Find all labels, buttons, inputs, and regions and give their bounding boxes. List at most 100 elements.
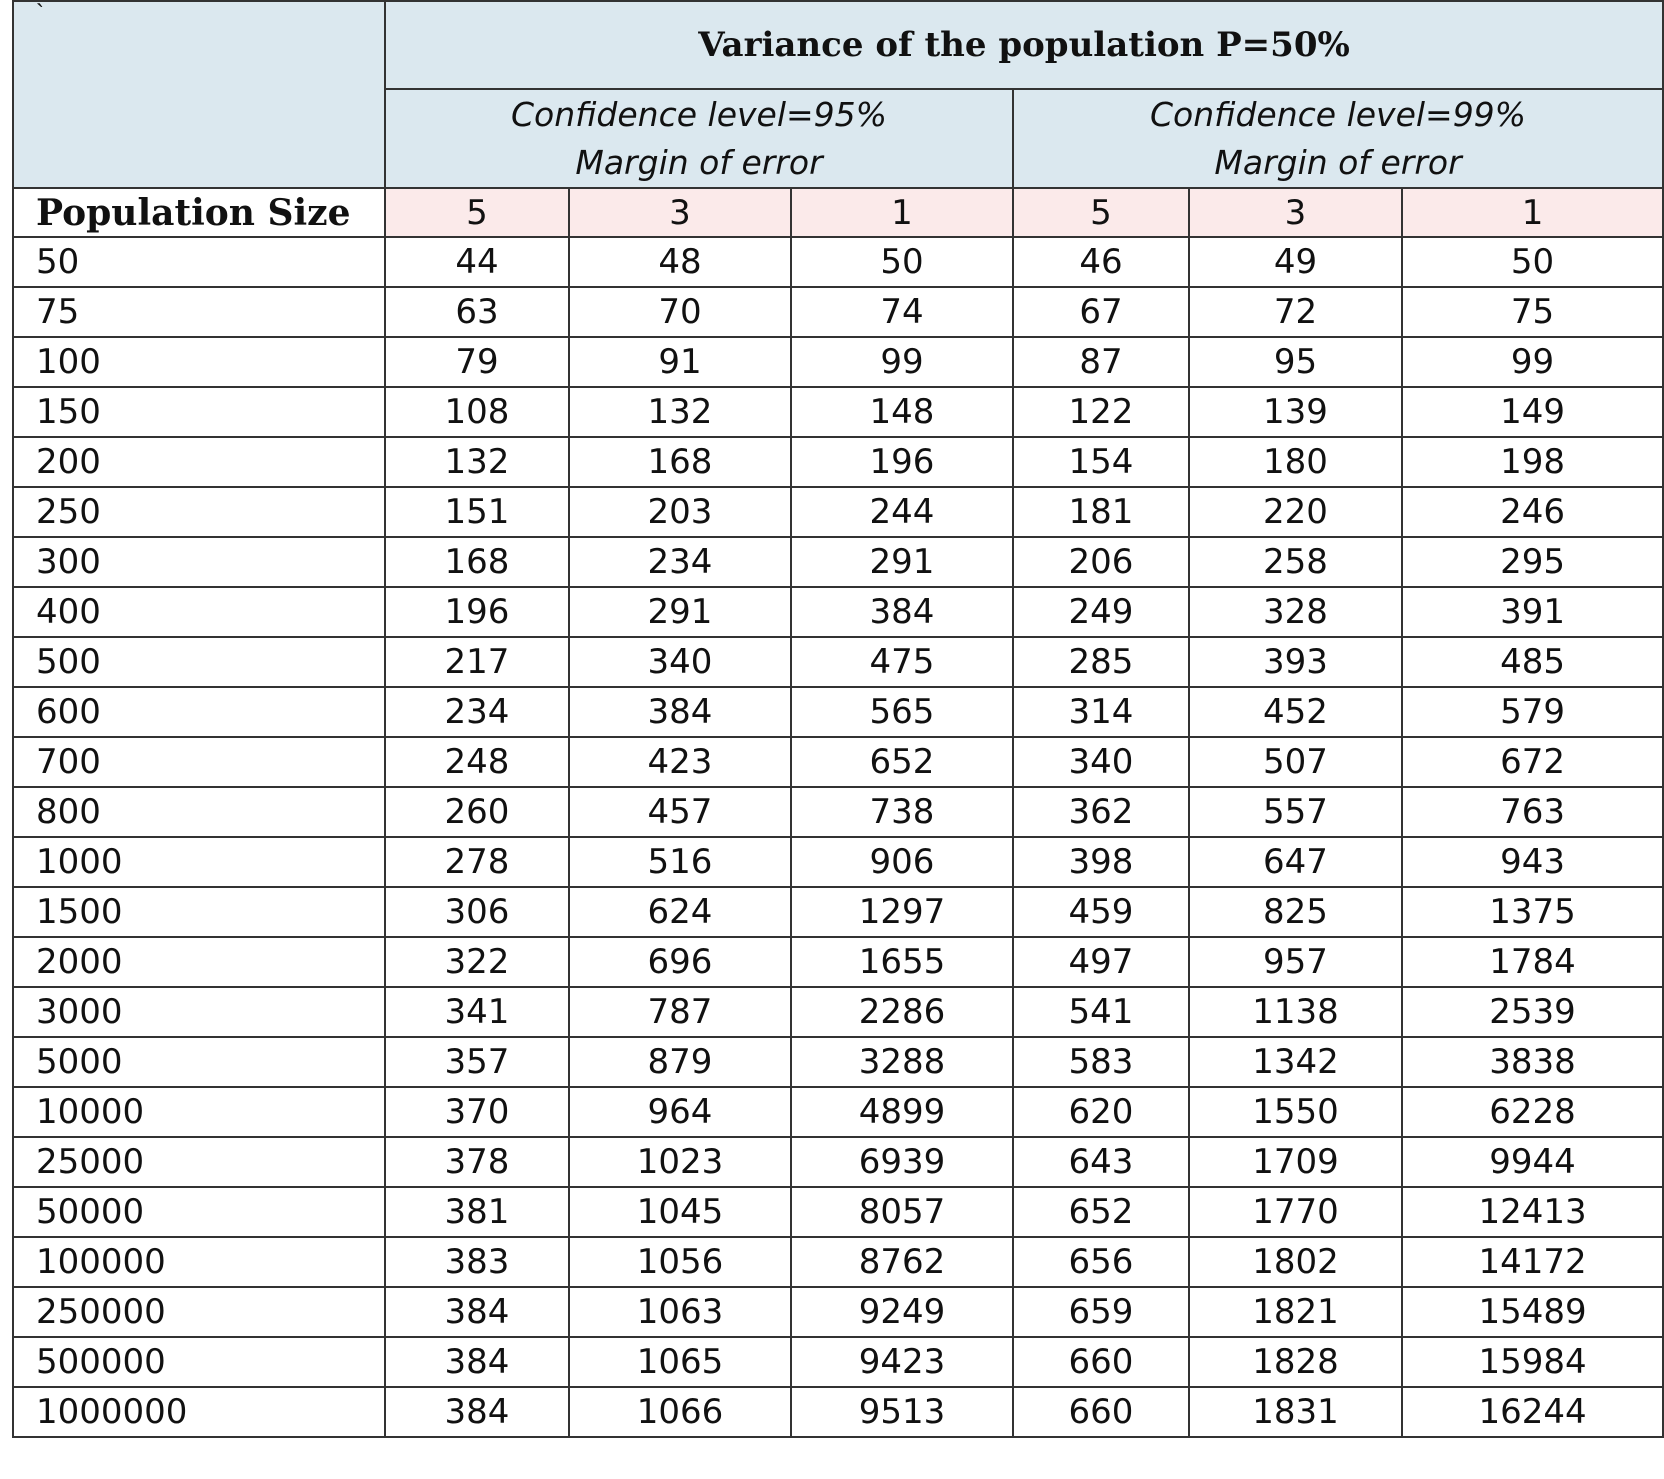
sample-size-cell: 46 xyxy=(1012,236,1190,288)
sample-size-cell: 1342 xyxy=(1188,1036,1403,1088)
population-size-cell: 600 xyxy=(12,686,386,738)
sample-size-cell: 99 xyxy=(1400,336,1664,388)
sample-size-cell: 48 xyxy=(568,236,792,288)
sample-size-cell: 381 xyxy=(384,1186,570,1238)
table-title: Variance of the population P=50% xyxy=(383,0,1664,90)
sample-size-cell: 1802 xyxy=(1188,1236,1403,1288)
sample-size-cell: 787 xyxy=(568,986,792,1038)
group-header-99: Confidence level=99% Margin of error xyxy=(1011,88,1664,189)
sample-size-cell: 541 xyxy=(1012,986,1190,1038)
sample-size-cell: 957 xyxy=(1188,936,1403,988)
table-row: 500000 384 1065 9423 660 1828 15984 xyxy=(12,1336,1664,1388)
sample-size-cell: 1375 xyxy=(1400,886,1664,938)
sample-size-cell: 285 xyxy=(1012,636,1190,688)
sample-size-cell: 248 xyxy=(384,736,570,788)
sample-size-cell: 452 xyxy=(1188,686,1403,738)
table-row: 50000 381 1045 8057 652 1770 12413 xyxy=(12,1186,1664,1238)
sample-size-cell: 295 xyxy=(1400,536,1664,588)
margin-header-cell: 3 xyxy=(568,187,792,238)
margin-header-cell: 5 xyxy=(384,187,570,238)
sample-size-cell: 457 xyxy=(568,786,792,838)
table-row: 250000 384 1063 9249 659 1821 15489 xyxy=(12,1286,1664,1338)
sample-size-cell: 3838 xyxy=(1400,1036,1664,1088)
table-row: 150 108 132 148 122 139 149 xyxy=(12,386,1664,438)
sample-size-cell: 75 xyxy=(1400,286,1664,338)
confidence-label-95: Confidence level=95% xyxy=(510,94,888,134)
sample-size-cell: 314 xyxy=(1012,686,1190,738)
sample-size-cell: 260 xyxy=(384,786,570,838)
sample-size-cell: 384 xyxy=(384,1336,570,1388)
corner-cell: ` xyxy=(12,0,386,189)
sample-size-cell: 557 xyxy=(1188,786,1403,838)
sample-size-cell: 378 xyxy=(384,1136,570,1188)
sample-size-cell: 220 xyxy=(1188,486,1403,538)
sample-size-cell: 647 xyxy=(1188,836,1403,888)
population-size-cell: 75 xyxy=(12,286,386,338)
group-header-row: Confidence level=95% Margin of error Con… xyxy=(13,88,1664,189)
population-size-cell: 50 xyxy=(12,236,386,288)
sample-size-cell: 643 xyxy=(1012,1136,1190,1188)
sample-size-cell: 12413 xyxy=(1400,1186,1664,1238)
sample-size-cell: 1297 xyxy=(790,886,1014,938)
sample-size-cell: 322 xyxy=(384,936,570,988)
sample-size-cell: 340 xyxy=(568,636,792,688)
sample-size-cell: 906 xyxy=(790,836,1014,888)
margin-header-cell: 3 xyxy=(1188,187,1403,238)
population-size-cell: 700 xyxy=(12,736,386,788)
sample-size-cell: 49 xyxy=(1188,236,1403,288)
population-size-cell: 5000 xyxy=(12,1036,386,1088)
sample-size-cell: 362 xyxy=(1012,786,1190,838)
sample-size-cell: 879 xyxy=(568,1036,792,1088)
sample-size-cell: 1655 xyxy=(790,936,1014,988)
sample-size-cell: 203 xyxy=(568,486,792,538)
sample-size-cell: 672 xyxy=(1400,736,1664,788)
sample-size-cell: 1770 xyxy=(1188,1186,1403,1238)
sample-size-cell: 340 xyxy=(1012,736,1190,788)
sample-size-cell: 217 xyxy=(384,636,570,688)
table-row: 500 217 340 475 285 393 485 xyxy=(12,636,1664,688)
sample-size-cell: 738 xyxy=(790,786,1014,838)
margin-label-95: Margin of error xyxy=(575,142,823,182)
population-size-cell: 250000 xyxy=(12,1286,386,1338)
sample-size-cell: 1023 xyxy=(568,1136,792,1188)
sample-size-cell: 50 xyxy=(1400,236,1664,288)
sample-size-cell: 620 xyxy=(1012,1086,1190,1138)
sample-size-cell: 9513 xyxy=(790,1386,1014,1438)
table-row: 1500 306 624 1297 459 825 1375 xyxy=(12,886,1664,938)
sample-size-cell: 44 xyxy=(384,236,570,288)
table-row: 75 63 70 74 67 72 75 xyxy=(12,286,1664,338)
sample-size-cell: 1550 xyxy=(1188,1086,1403,1138)
population-size-cell: 100 xyxy=(12,336,386,388)
sample-size-cell: 148 xyxy=(790,386,1014,438)
table-row: 100 79 91 99 87 95 99 xyxy=(12,336,1664,388)
sample-size-cell: 122 xyxy=(1012,386,1190,438)
table-row: 200 132 168 196 154 180 198 xyxy=(12,436,1664,488)
sample-size-cell: 384 xyxy=(790,586,1014,638)
sample-size-cell: 244 xyxy=(790,486,1014,538)
sample-size-cell: 8762 xyxy=(790,1236,1014,1288)
sample-size-cell: 108 xyxy=(384,386,570,438)
table-row: 800 260 457 738 362 557 763 xyxy=(12,786,1664,838)
population-size-cell: 800 xyxy=(12,786,386,838)
sample-size-cell: 459 xyxy=(1012,886,1190,938)
sample-size-cell: 74 xyxy=(790,286,1014,338)
sample-size-cell: 423 xyxy=(568,736,792,788)
sample-size-cell: 656 xyxy=(1012,1236,1190,1288)
sample-size-cell: 154 xyxy=(1012,436,1190,488)
margin-label-99: Margin of error xyxy=(1214,142,1462,182)
table-row: 700 248 423 652 340 507 672 xyxy=(12,736,1664,788)
population-size-header: Population Size xyxy=(12,187,386,238)
sample-size-cell: 139 xyxy=(1188,386,1403,438)
sample-size-cell: 196 xyxy=(790,436,1014,488)
sample-size-cell: 1709 xyxy=(1188,1136,1403,1188)
confidence-label-99: Confidence level=99% xyxy=(1150,94,1527,134)
sample-size-cell: 341 xyxy=(384,986,570,1038)
sample-size-cell: 16244 xyxy=(1400,1386,1664,1438)
sample-size-cell: 652 xyxy=(790,736,1014,788)
sample-size-cell: 15489 xyxy=(1400,1286,1664,1338)
sample-size-cell: 132 xyxy=(384,436,570,488)
table-row: 100000 383 1056 8762 656 1802 14172 xyxy=(12,1236,1664,1288)
sample-size-cell: 132 xyxy=(568,386,792,438)
sample-size-cell: 4899 xyxy=(790,1086,1014,1138)
table-row: 2000 322 696 1655 497 957 1784 xyxy=(12,936,1664,988)
